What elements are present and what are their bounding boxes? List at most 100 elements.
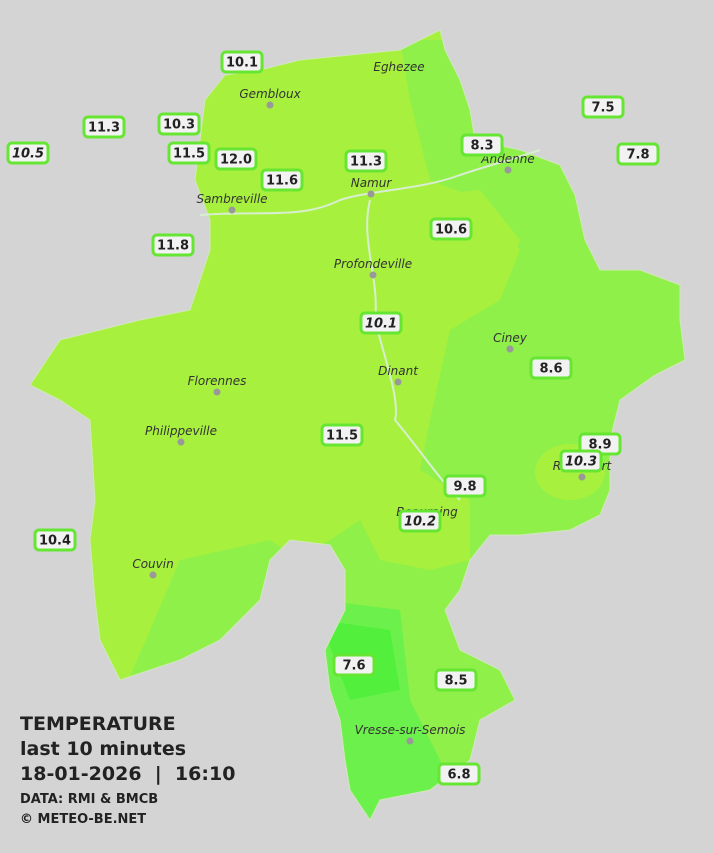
station-value: 8.5 [444,674,467,689]
station-value: 11.5 [173,147,205,162]
city-dot [149,571,157,579]
station-box [359,311,403,335]
station-label: 10.1 [359,311,403,335]
city-name: Namur [351,176,393,190]
city-dot [177,438,185,446]
station-value: 7.6 [342,659,365,674]
station-box [434,668,478,692]
station-box [151,233,195,257]
city-dot [406,737,414,745]
station-label: 11.5 [320,423,364,447]
station-value: 10.1 [365,317,397,332]
station-box [332,653,376,677]
city-name: Dinant [378,364,419,378]
station-value: 9.8 [453,480,476,495]
station-label: 8.3 [460,133,504,157]
station-box [429,217,473,241]
station-box [82,115,126,139]
station-label: 7.5 [581,95,625,119]
legend-title: TEMPERATURE [20,713,176,735]
station-label: 11.8 [151,233,195,257]
river [199,149,541,216]
city-dot [367,190,375,198]
station-value: 11.8 [157,239,189,254]
station-box [220,50,264,74]
legend-datetime: 18-01-2026 | 16:10 [20,763,235,785]
station-label: 7.6 [332,653,376,677]
station-label: 8.6 [529,356,573,380]
station-label: 11.3 [82,115,126,139]
station-value: 11.5 [326,429,358,444]
station-box [437,762,481,786]
station-label: 10.3 [157,112,201,136]
city-name: Eghezee [373,60,424,74]
city-name: Sambreville [196,192,267,206]
station-value: 7.5 [591,101,614,116]
city-dot [228,206,236,214]
station-value: 12.0 [220,153,252,168]
station-label: 8.5 [434,668,478,692]
city-dot [506,345,514,353]
station-value: 10.3 [163,118,195,133]
station-value: 8.9 [588,438,611,453]
legend-source: DATA: RMI & BMCB [20,792,158,807]
station-label: 10.1 [220,50,264,74]
legend: TEMPERATURE last 10 minutes 18-01-2026 |… [20,713,235,827]
station-value: 8.3 [470,139,493,154]
station-label: 6.8 [437,762,481,786]
city-dot [266,101,274,109]
city-name: Profondeville [334,257,412,271]
city-name: Florennes [188,374,247,388]
station-box [157,112,201,136]
station-value: 7.8 [626,148,649,163]
station-value: 6.8 [447,768,470,783]
station-value: 10.4 [39,534,71,549]
station-box [167,141,211,165]
city-name: Ciney [493,331,528,345]
legend-subtitle: last 10 minutes [20,738,186,760]
station-box [398,509,442,533]
station-box [559,449,603,473]
station-label: 10.5 [6,141,50,165]
river [366,199,461,501]
city-name: Vresse-sur-Semois [355,723,466,737]
station-label: 9.8 [443,474,487,498]
city-name: Gembloux [239,87,301,101]
station-box [33,528,77,552]
station-value: 10.5 [12,147,44,162]
station-box [6,141,50,165]
station-label: 12.0 [214,147,258,171]
station-label: 10.4 [33,528,77,552]
city-dot [394,378,402,386]
city-dot [504,166,512,174]
station-box [214,147,258,171]
station-value: 11.3 [88,121,120,136]
station-label: 11.5 [167,141,211,165]
station-value: 10.6 [435,223,467,238]
station-value: 10.2 [404,515,436,530]
station-value: 10.3 [565,455,597,470]
station-label: 10.3 [559,449,603,473]
station-box [260,168,304,192]
station-box [529,356,573,380]
city-dot [213,388,221,396]
city-name: Philippeville [145,424,217,438]
city-dot [369,271,377,279]
legend-copyright: © METEO-BE.NET [20,812,146,827]
station-value: 8.6 [539,362,562,377]
station-label: 7.8 [616,142,660,166]
station-box [581,95,625,119]
station-value: 10.1 [226,56,258,71]
station-box [616,142,660,166]
station-box [344,149,388,173]
station-box [460,133,504,157]
city-name: Couvin [132,557,173,571]
station-box [443,474,487,498]
station-label: 11.3 [344,149,388,173]
station-label: 11.6 [260,168,304,192]
station-value: 11.6 [266,174,298,189]
station-value: 11.3 [350,155,382,170]
station-box [320,423,364,447]
city-dot [578,473,586,481]
